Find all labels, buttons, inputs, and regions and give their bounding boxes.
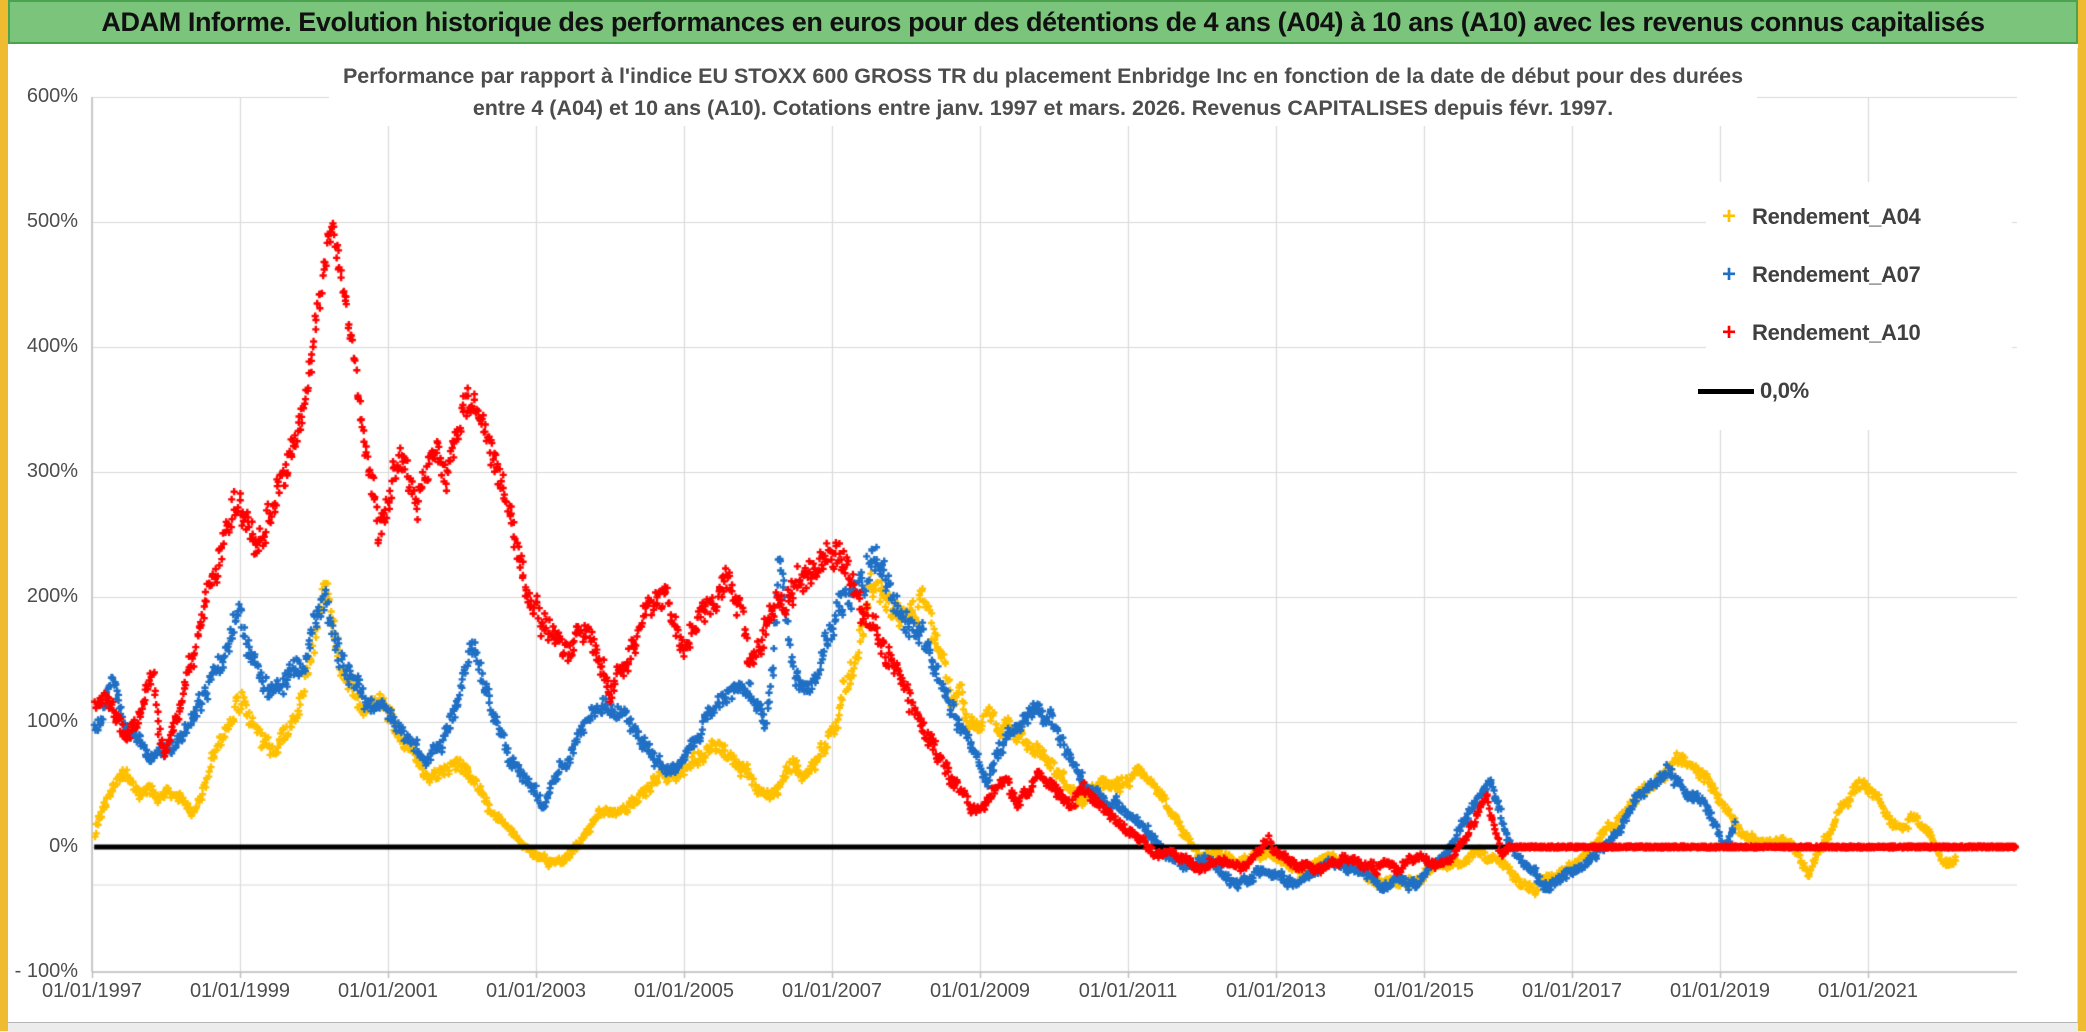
chart-legend: + Rendement_A04 + Rendement_A07 + Rendement_A… [1698,182,2012,430]
x-tick-label: 01/01/2015 [1373,980,1475,1002]
legend-plus-marker-icon: + [1721,319,1736,346]
window-title: ADAM Informe. Evolution historique des p… [101,6,1985,37]
legend-zero-line-swatch [1698,388,1754,394]
chart-title: Performance par rapport à l'indice EU ST… [328,58,1758,126]
y-tick-label: 100% [26,710,78,732]
chart-title-line-2: entre 4 (A04) et 10 ans (A10). Cotations… [472,96,1614,120]
legend-label: 0,0% [1760,378,1809,403]
legend-item-rendement-a07[interactable]: + Rendement_A07 [1706,246,2012,304]
legend-label: Rendement_A04 [1752,204,1921,229]
y-tick-label: - 100% [14,960,78,982]
x-tick-label: 01/01/1997 [41,980,143,1002]
x-tick-label: 01/01/2003 [485,980,587,1002]
x-tick-label: 01/01/2009 [929,980,1031,1002]
y-tick-label: 300% [26,460,78,482]
legend-item-rendement-a04[interactable]: + Rendement_A04 [1706,188,2012,246]
right-edge-accent-strip [2078,0,2086,1031]
x-tick-label: 01/01/2005 [633,980,735,1002]
x-tick-label: 01/01/2021 [1817,980,1919,1002]
y-tick-label: 600% [26,85,78,107]
y-tick-label: 0% [49,835,78,857]
bottom-edge-strip [0,1022,2086,1032]
chart-title-line-1: Performance par rapport à l'indice EU ST… [342,64,1744,88]
x-tick-label: 01/01/2011 [1078,980,1178,1002]
x-tick-label: 01/01/2019 [1669,980,1771,1002]
x-tick-label: 01/01/2013 [1225,980,1327,1002]
window-title-bar: ADAM Informe. Evolution historique des p… [8,0,2078,44]
legend-plus-marker-icon: + [1721,203,1736,230]
left-edge-accent-strip [0,0,8,1031]
legend-label: Rendement_A10 [1752,320,1921,345]
y-tick-label: 500% [26,210,78,232]
y-tick-label: 200% [26,585,78,607]
legend-item-0-0-[interactable]: 0,0% [1698,362,2012,420]
legend-item-rendement-a10[interactable]: + Rendement_A10 [1706,304,2012,362]
x-tick-label: 01/01/2007 [781,980,883,1002]
x-tick-label: 01/01/1999 [189,980,291,1002]
legend-label: Rendement_A07 [1752,262,1921,287]
legend-plus-marker-icon: + [1721,261,1736,288]
x-tick-label: 01/01/2017 [1521,980,1623,1002]
y-tick-label: 400% [26,335,78,357]
x-tick-label: 01/01/2001 [337,980,439,1002]
